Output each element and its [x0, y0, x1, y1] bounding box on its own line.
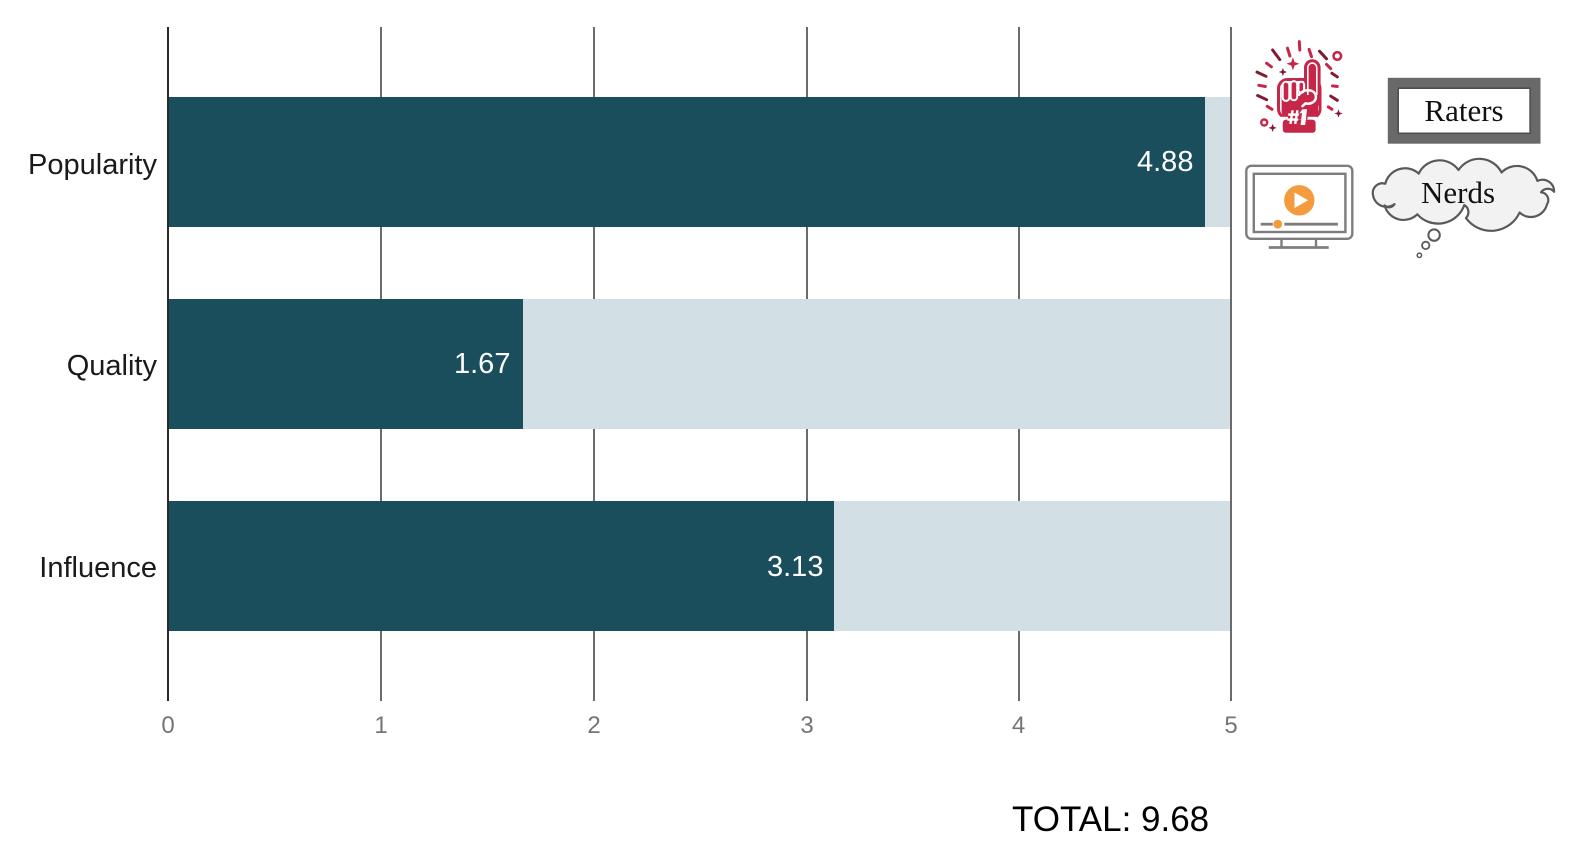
svg-text:Raters: Raters	[1424, 93, 1503, 128]
svg-text:Nerds: Nerds	[1421, 175, 1495, 210]
